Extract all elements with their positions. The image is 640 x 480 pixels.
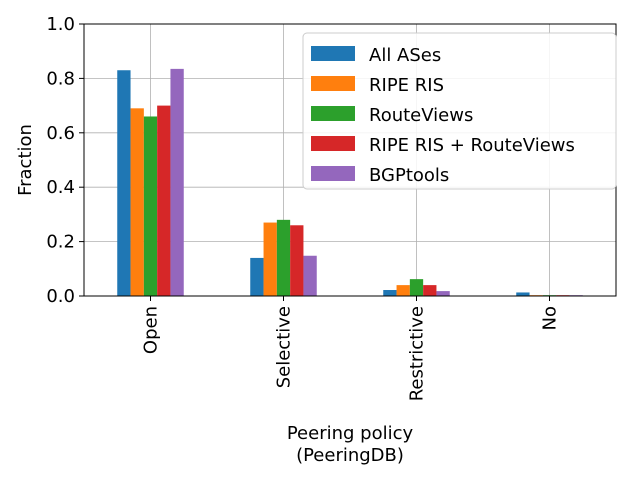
y-tick-label: 0.8 bbox=[46, 68, 75, 89]
bar bbox=[130, 108, 144, 296]
bars bbox=[117, 68, 583, 297]
legend-swatch bbox=[311, 136, 355, 151]
x-tick-label: Open bbox=[141, 306, 162, 354]
y-axis-label: Fraction bbox=[15, 124, 36, 196]
bar bbox=[157, 105, 171, 296]
bar bbox=[436, 291, 450, 296]
bar bbox=[303, 255, 317, 296]
x-axis-label: Peering policy bbox=[287, 423, 414, 444]
legend: All ASes RIPE RIS RouteViews RIPE RIS + Rou… bbox=[302, 32, 617, 190]
y-tick-label: 0.2 bbox=[46, 232, 75, 253]
bar bbox=[170, 68, 184, 296]
y-axis-ticks: 0.0 0.2 0.4 0.6 0.8 1.0 bbox=[46, 14, 84, 307]
bar bbox=[263, 222, 277, 296]
legend-swatch bbox=[311, 46, 355, 61]
bar bbox=[250, 257, 264, 296]
legend-swatch bbox=[311, 76, 355, 91]
legend-label: RIPE RIS bbox=[369, 75, 444, 96]
bar bbox=[290, 225, 304, 296]
legend-label: RouteViews bbox=[369, 105, 473, 126]
bar bbox=[409, 279, 424, 296]
x-axis-sublabel: (PeeringDB) bbox=[296, 445, 404, 466]
x-tick-label: Restrictive bbox=[407, 306, 428, 401]
bar bbox=[383, 290, 397, 296]
x-tick-label: No bbox=[540, 306, 561, 330]
y-tick-label: 0.0 bbox=[46, 286, 75, 307]
y-tick-label: 1.0 bbox=[46, 14, 75, 35]
y-tick-label: 0.4 bbox=[46, 177, 75, 198]
legend-swatch bbox=[311, 106, 355, 121]
bar bbox=[276, 219, 291, 296]
bar bbox=[516, 292, 530, 296]
y-tick-label: 0.6 bbox=[46, 123, 75, 144]
bar bbox=[396, 285, 410, 296]
bar bbox=[117, 70, 131, 297]
legend-box bbox=[302, 32, 617, 190]
legend-swatch bbox=[311, 166, 355, 181]
legend-label: RIPE RIS + RouteViews bbox=[369, 135, 575, 156]
bar bbox=[143, 116, 158, 296]
legend-label: BGPtools bbox=[369, 165, 449, 186]
x-axis-ticks: Open Selective Restrictive No bbox=[141, 296, 561, 401]
x-tick-label: Selective bbox=[274, 306, 295, 388]
legend-label: All ASes bbox=[369, 45, 441, 66]
bar bbox=[423, 285, 437, 296]
